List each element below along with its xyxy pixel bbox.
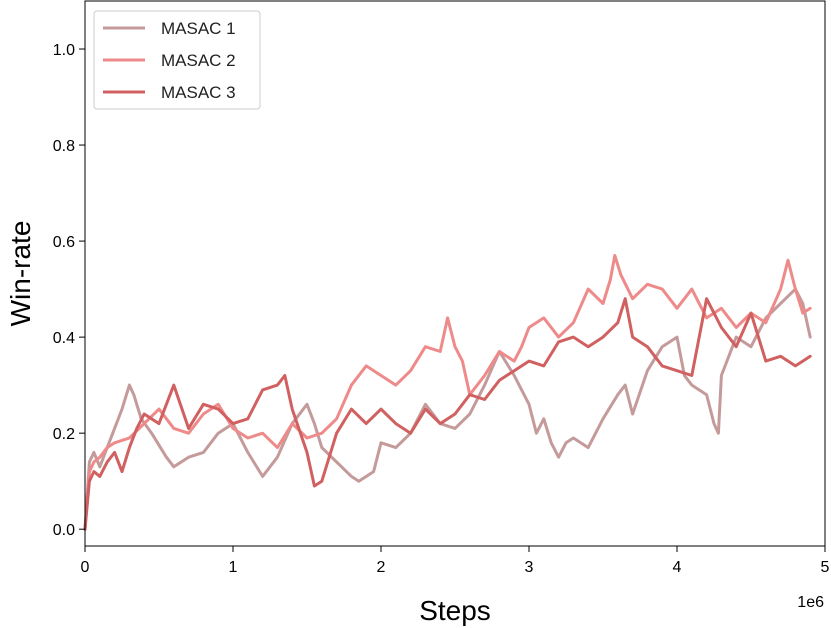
y-tick-label: 0.2 — [53, 426, 75, 443]
x-tick-label: 4 — [673, 559, 682, 576]
x-tick-label: 1 — [229, 559, 238, 576]
plot-lines — [83, 254, 812, 531]
x-tick-label: 0 — [81, 559, 90, 576]
series-line-2 — [83, 254, 812, 531]
legend-label: MASAC 3 — [161, 83, 236, 102]
y-tick-label: 0.8 — [53, 138, 75, 155]
x-tick-label: 3 — [525, 559, 534, 576]
legend-box — [93, 10, 261, 110]
x-tick-label: 5 — [821, 559, 830, 576]
series-line-1 — [83, 287, 812, 531]
legend-label: MASAC 1 — [161, 19, 236, 38]
legend-label: MASAC 2 — [161, 51, 236, 70]
y-tick-label: 0.4 — [53, 330, 75, 347]
legend: MASAC 1 MASAC 2 MASAC 3 — [93, 10, 261, 110]
x-axis-scale-label: 1e6 — [797, 594, 824, 611]
y-tick-label: 0.0 — [53, 522, 75, 539]
series-line-3 — [83, 297, 812, 531]
legend-items: MASAC 1 MASAC 2 MASAC 3 — [103, 19, 236, 102]
x-axis-title: Steps — [419, 595, 491, 626]
y-axis-ticks: 0.0 0.2 0.4 0.6 0.8 1.0 — [53, 42, 85, 539]
y-axis-title: Win-rate — [5, 221, 36, 327]
x-axis-ticks: 0 1 2 3 4 5 — [81, 546, 830, 576]
y-tick-label: 0.6 — [53, 234, 75, 251]
y-tick-label: 1.0 — [53, 42, 75, 59]
x-tick-label: 2 — [377, 559, 386, 576]
plot-frame — [84, 0, 826, 547]
